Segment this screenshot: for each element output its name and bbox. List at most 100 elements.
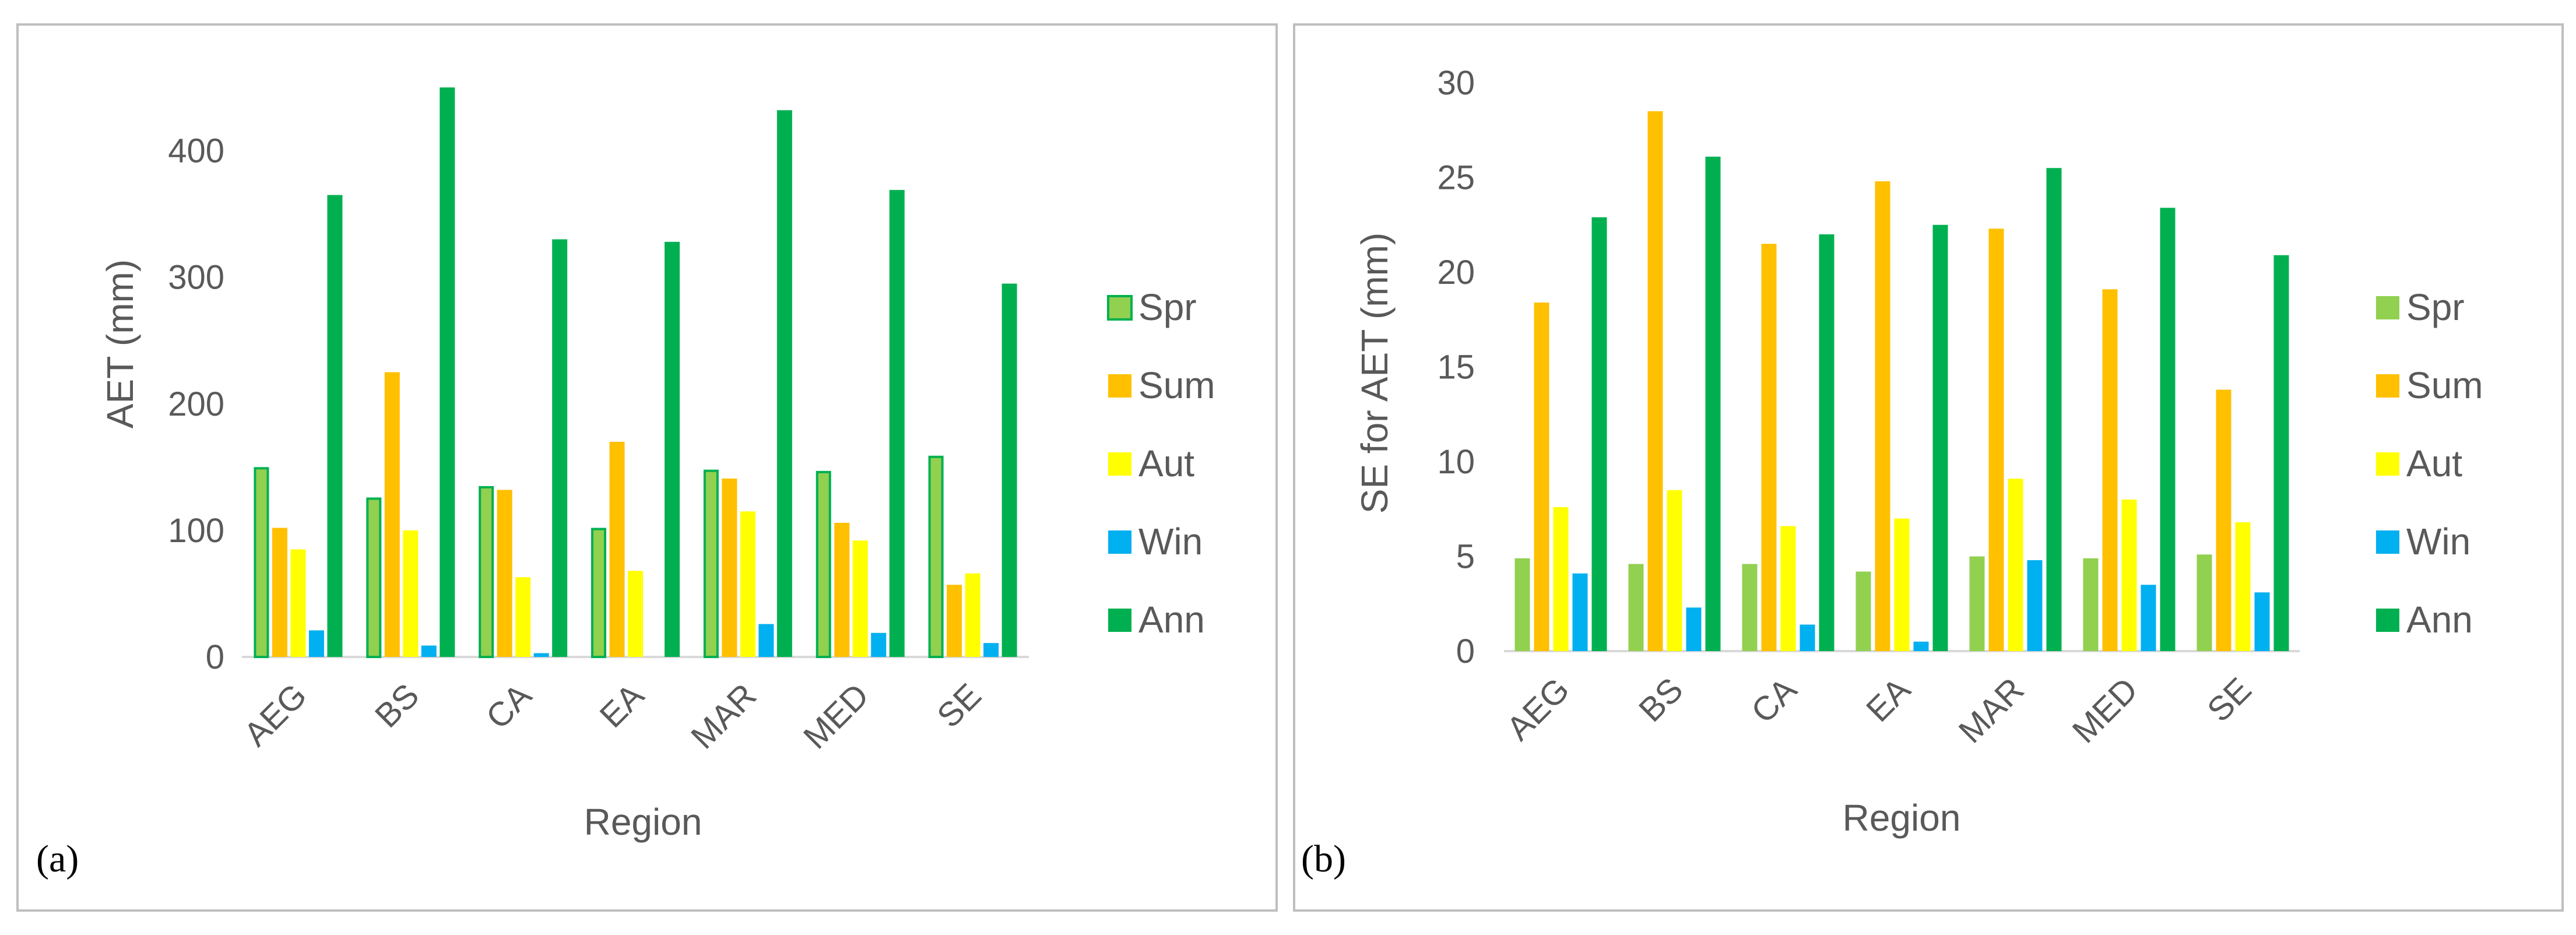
legend-swatch [2376, 530, 2399, 554]
legend-swatch [2376, 374, 2399, 398]
legend-swatch [1108, 452, 1131, 476]
bar-ca-aut [1780, 526, 1796, 651]
legend-item-spr: Spr [2376, 286, 2465, 328]
y-tick-label: 15 [1437, 349, 1475, 386]
bar-ea-ann [1932, 224, 1948, 651]
legend-item-ann: Ann [2376, 599, 2473, 641]
bar-ea-aut [1894, 518, 1910, 651]
bars [1514, 111, 2289, 651]
y-tick-label: 0 [1456, 632, 1475, 670]
bar-mar-aut [2008, 479, 2023, 651]
y-tick-label: 100 [168, 512, 224, 550]
bar-med-spr [816, 470, 831, 658]
panel-label: (b) [1301, 838, 1346, 880]
legend-item-win: Win [1108, 521, 1203, 563]
bar-ea-aut [628, 571, 644, 657]
legend-item-sum: Sum [2376, 364, 2483, 406]
bar-bs-win [1686, 607, 1702, 651]
bars [254, 87, 1017, 659]
bar-bs-aut [1667, 490, 1682, 651]
bar-ea-sum [609, 441, 625, 657]
bar-bs-ann [440, 87, 455, 657]
bar-aeg-spr [254, 467, 269, 658]
bar-med-win [871, 632, 887, 657]
bar-se-ann [1001, 283, 1017, 657]
bar-se-sum [947, 585, 962, 657]
x-axis-title: Region [1843, 797, 1961, 839]
bar-mar-spr [1969, 556, 1985, 651]
y-tick-labels: 0 100 200 300 400 [168, 132, 224, 676]
y-tick-label: 300 [168, 259, 224, 297]
bar-ea-sum [1875, 181, 1890, 651]
legend-item-win: Win [2376, 521, 2470, 563]
bar-mar-sum [722, 478, 737, 657]
legend-label: Win [1138, 521, 1203, 563]
bar-ea-spr [591, 528, 607, 659]
legend-item-aut: Aut [2376, 442, 2462, 484]
bar-ea-spr [1855, 571, 1871, 651]
bar-aeg-win [308, 630, 324, 657]
y-tick-label: 25 [1437, 159, 1475, 197]
legend: Spr Sum Aut Win Ann [2376, 286, 2483, 641]
bar-mar-aut [740, 511, 755, 657]
legend-label: Spr [2406, 286, 2465, 328]
bar-se-aut [965, 573, 981, 657]
legend-label: Sum [1138, 364, 1215, 406]
chart-panel-a-border [16, 23, 1278, 912]
bar-ca-spr [479, 486, 494, 659]
y-tick-label: 0 [206, 638, 224, 676]
bar-bs-spr [366, 497, 382, 658]
bar-med-ann [889, 189, 905, 657]
bar-med-aut [2121, 500, 2137, 651]
legend-label: Ann [2406, 599, 2473, 641]
bar-ca-ann [552, 239, 568, 657]
legend-item-sum: Sum [1108, 364, 1215, 406]
legend-swatch [2376, 296, 2399, 319]
panel-label: (a) [36, 838, 79, 880]
bar-se-win [983, 643, 999, 657]
bar-se-sum [2216, 389, 2231, 651]
legend-swatch [2376, 609, 2399, 632]
bar-bs-sum [1647, 111, 1663, 651]
y-tick-label: 400 [168, 132, 224, 170]
bar-mar-spr [703, 469, 719, 658]
y-tick-label: 10 [1437, 443, 1475, 481]
x-axis-title: Region [584, 801, 702, 843]
chart-panel-b-border [1293, 23, 2564, 912]
legend-label: Win [2406, 521, 2470, 563]
bar-mar-sum [1988, 229, 2004, 651]
bar-se-ann [2273, 255, 2289, 651]
bar-ca-win [1800, 624, 1815, 651]
bar-med-sum [834, 522, 850, 657]
y-tick-label: 20 [1437, 254, 1475, 291]
bar-mar-ann [776, 110, 792, 657]
bar-aeg-ann [1591, 217, 1607, 651]
bar-mar-win [758, 624, 774, 657]
bar-med-spr [2083, 558, 2099, 651]
bar-ca-win [533, 653, 549, 657]
bar-bs-win [421, 645, 437, 657]
legend-item-aut: Aut [1108, 442, 1194, 484]
legend-swatch [2376, 452, 2399, 476]
legend-swatch [1107, 295, 1133, 321]
legend-label: Spr [1138, 286, 1197, 328]
bar-aeg-sum [1534, 303, 1549, 651]
bar-bs-spr [1628, 564, 1644, 651]
bar-aeg-ann [327, 195, 343, 657]
legend-item-spr: Spr [1107, 286, 1197, 328]
legend-item-ann: Ann [1108, 599, 1205, 641]
bar-aeg-sum [272, 528, 287, 657]
legend-label: Aut [2406, 442, 2462, 484]
bar-med-aut [852, 540, 868, 657]
bar-mar-win [2027, 560, 2043, 651]
bar-med-sum [2102, 289, 2118, 651]
bar-aeg-spr [1514, 558, 1530, 651]
bar-aeg-win [1572, 573, 1588, 651]
bar-se-win [2254, 592, 2270, 651]
legend-label: Aut [1138, 442, 1194, 484]
legend-label: Sum [2406, 364, 2483, 406]
bar-aeg-aut [1553, 507, 1569, 651]
bar-bs-aut [403, 530, 419, 657]
